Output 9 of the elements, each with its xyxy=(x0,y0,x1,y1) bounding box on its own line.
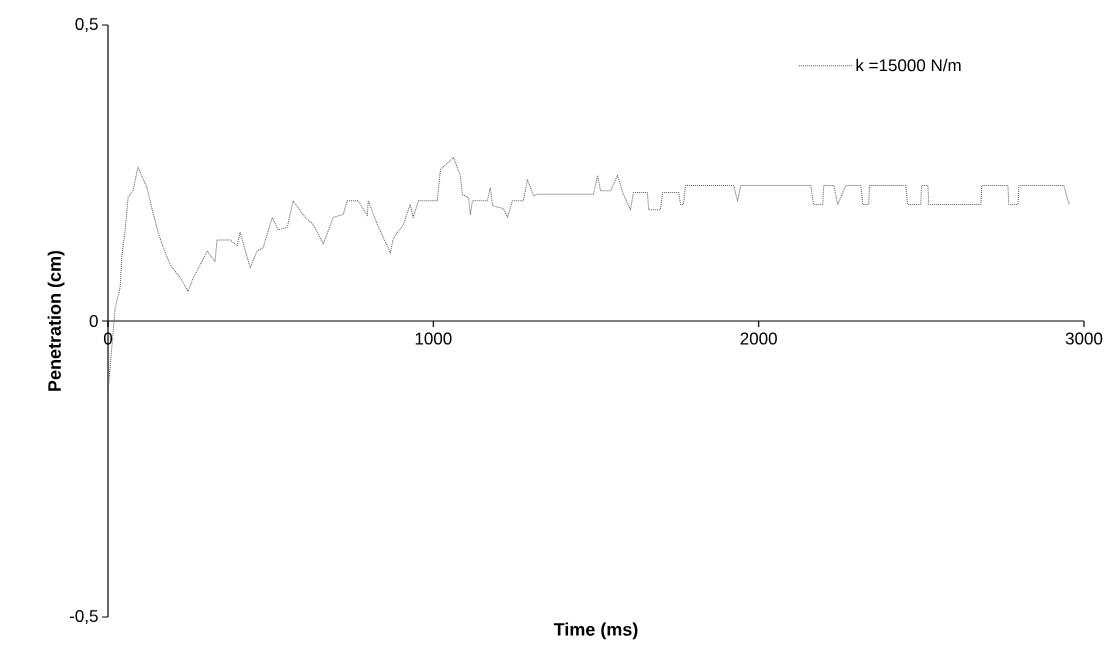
x-tick-label: 2000 xyxy=(740,332,777,345)
legend-label: k =15000 N/m xyxy=(856,58,961,72)
y-axis-title: Penetration (cm) xyxy=(47,250,65,391)
x-tick-label: 1000 xyxy=(415,332,452,345)
y-tick-label: -0,5 xyxy=(69,609,98,625)
y-tick-label: 0,5 xyxy=(75,17,98,33)
y-tick-label: 0 xyxy=(89,314,98,328)
x-tick-label: 3000 xyxy=(1065,332,1103,345)
x-axis-title: Time (ms) xyxy=(553,622,638,640)
